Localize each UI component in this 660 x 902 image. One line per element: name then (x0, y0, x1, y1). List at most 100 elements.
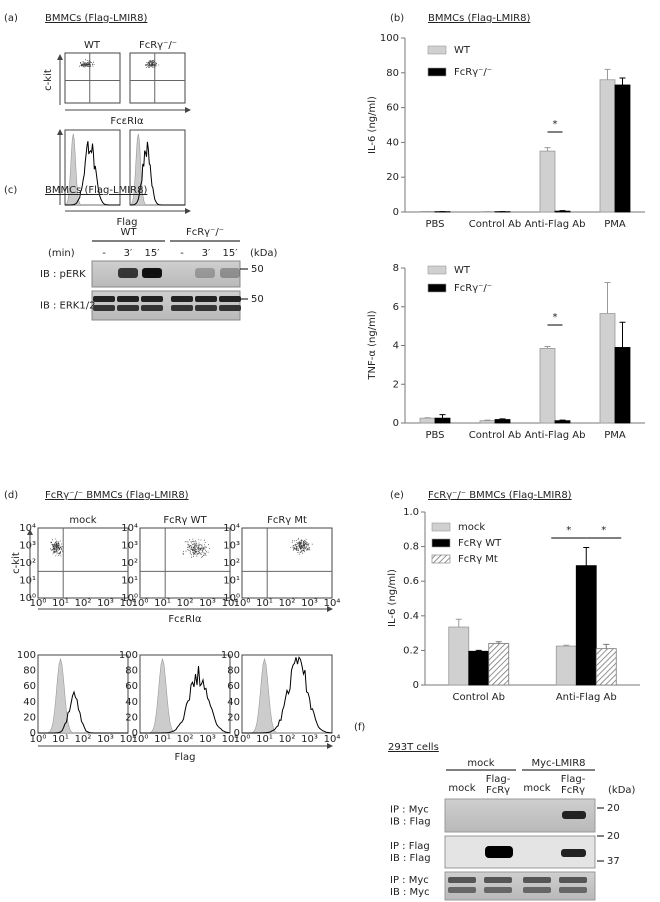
error-bar (604, 282, 611, 314)
panel-title: FcRγ⁻/⁻ BMMCs (Flag-LMIR8) (45, 490, 189, 501)
panel-title: FcRγ⁻/⁻ BMMCs (Flag-LMIR8) (428, 490, 572, 501)
y-tick-label: 0.2 (403, 645, 419, 656)
column-label: FcRγ Mt (267, 515, 307, 526)
band (484, 877, 512, 883)
tick-label: 80 (125, 666, 138, 677)
blot-label: IB : ERK1/2 (40, 301, 95, 312)
tick-label: 10⁴ (222, 734, 239, 745)
tick-label: 10¹ (52, 734, 69, 745)
error-bar (604, 68, 611, 80)
axis-title: FcεRIα (168, 614, 202, 625)
x-tick-label: Control Ab (469, 219, 522, 230)
error-bar (475, 649, 482, 652)
tick-label: 10⁰ (19, 593, 36, 604)
mw-label: 50 (251, 294, 264, 305)
tick-label: 10¹ (19, 576, 36, 587)
tick-label: 40 (23, 697, 36, 708)
legend-swatch (431, 554, 451, 564)
legend-label: WT (454, 45, 471, 56)
legend-label: FcRγ⁻/⁻ (454, 283, 492, 294)
cell-dots (50, 538, 64, 557)
y-tick-label: 80 (386, 68, 399, 79)
tick-label: 80 (23, 666, 36, 677)
band (117, 305, 139, 311)
tick-label: 40 (227, 697, 240, 708)
error-bar (583, 546, 590, 566)
blot-label: IB : Myc (390, 887, 430, 898)
x-tick-label: PBS (425, 219, 444, 230)
error-bar (559, 419, 566, 421)
cell-dots (290, 538, 313, 555)
sample-histogram (242, 656, 333, 734)
legend-swatch (427, 45, 447, 55)
tick-label: 60 (227, 681, 240, 692)
tick-label: 10¹ (256, 734, 273, 745)
legend-swatch (427, 67, 447, 77)
error-bar (499, 418, 506, 420)
y-tick-label: 60 (386, 103, 399, 114)
x-tick-label: Anti-Flag Ab (525, 430, 586, 441)
mw-label: 37 (607, 856, 620, 867)
cell-dots (182, 538, 210, 558)
tick-label: 10² (279, 734, 296, 745)
panel-title: BMMCs (Flag-LMIR8) (45, 185, 147, 196)
column-label: FcRγ WT (163, 515, 207, 526)
legend-label: FcRγ WT (458, 538, 502, 549)
column-label: WT (84, 40, 101, 51)
unit-label: (kDa) (608, 785, 636, 796)
axis-title: c-kit (43, 69, 54, 91)
band (195, 268, 215, 278)
group-label: mock (467, 758, 494, 769)
dot-plot-frame (129, 52, 186, 104)
blot-label: IB : Flag (390, 853, 431, 864)
significance-star: * (553, 119, 558, 130)
y-axis-title: IL-6 (ng/ml) (367, 96, 378, 154)
y-tick-label: 40 (386, 137, 399, 148)
tick-label: 10¹ (121, 576, 138, 587)
histogram-frame (139, 654, 231, 734)
tick-label: 10³ (97, 734, 114, 745)
y-axis-title: IL-6 (ng/ml) (387, 569, 398, 627)
panel-title: 293T cells (388, 742, 439, 753)
tick-label: 60 (23, 681, 36, 692)
lane-label: mock (448, 783, 475, 794)
dot-plot-frame (37, 527, 129, 599)
tick-label: 10⁰ (121, 593, 138, 604)
blot-label: IP : Flag (390, 841, 430, 852)
bar (554, 420, 571, 424)
legend-swatch (427, 265, 447, 275)
tick-label: 20 (227, 712, 240, 723)
tick-label: 10⁴ (121, 523, 138, 534)
cell-dots (144, 60, 160, 68)
blot (444, 798, 596, 833)
bar (468, 650, 490, 686)
tick-label: 100 (17, 650, 36, 661)
band (485, 846, 513, 858)
legend-swatch (427, 283, 447, 293)
tick-label: 60 (125, 681, 138, 692)
band (562, 811, 586, 819)
tick-label: 10³ (199, 734, 216, 745)
y-tick-label: 6 (393, 302, 399, 313)
legend-label: WT (454, 265, 471, 276)
tick-label: 10¹ (256, 598, 273, 609)
tick-label: 10⁴ (19, 523, 36, 534)
bar (614, 84, 631, 213)
x-tick-label: PBS (425, 430, 444, 441)
y-tick-label: 8 (393, 263, 399, 274)
band (559, 877, 587, 883)
control-histogram (140, 657, 230, 734)
panel-label: (d) (4, 490, 18, 501)
bar (419, 417, 436, 424)
bar (614, 347, 631, 424)
lane-label: 3′ (202, 248, 211, 259)
tick-label: 40 (125, 697, 138, 708)
error-bar (619, 321, 626, 348)
histogram-frame (241, 654, 333, 734)
error-bar (619, 77, 626, 85)
blot-label: IP : Myc (390, 875, 429, 886)
tick-label: 0 (30, 728, 36, 739)
band (559, 887, 587, 893)
tick-label: 0 (234, 728, 240, 739)
dot-plot-frame (241, 527, 333, 599)
